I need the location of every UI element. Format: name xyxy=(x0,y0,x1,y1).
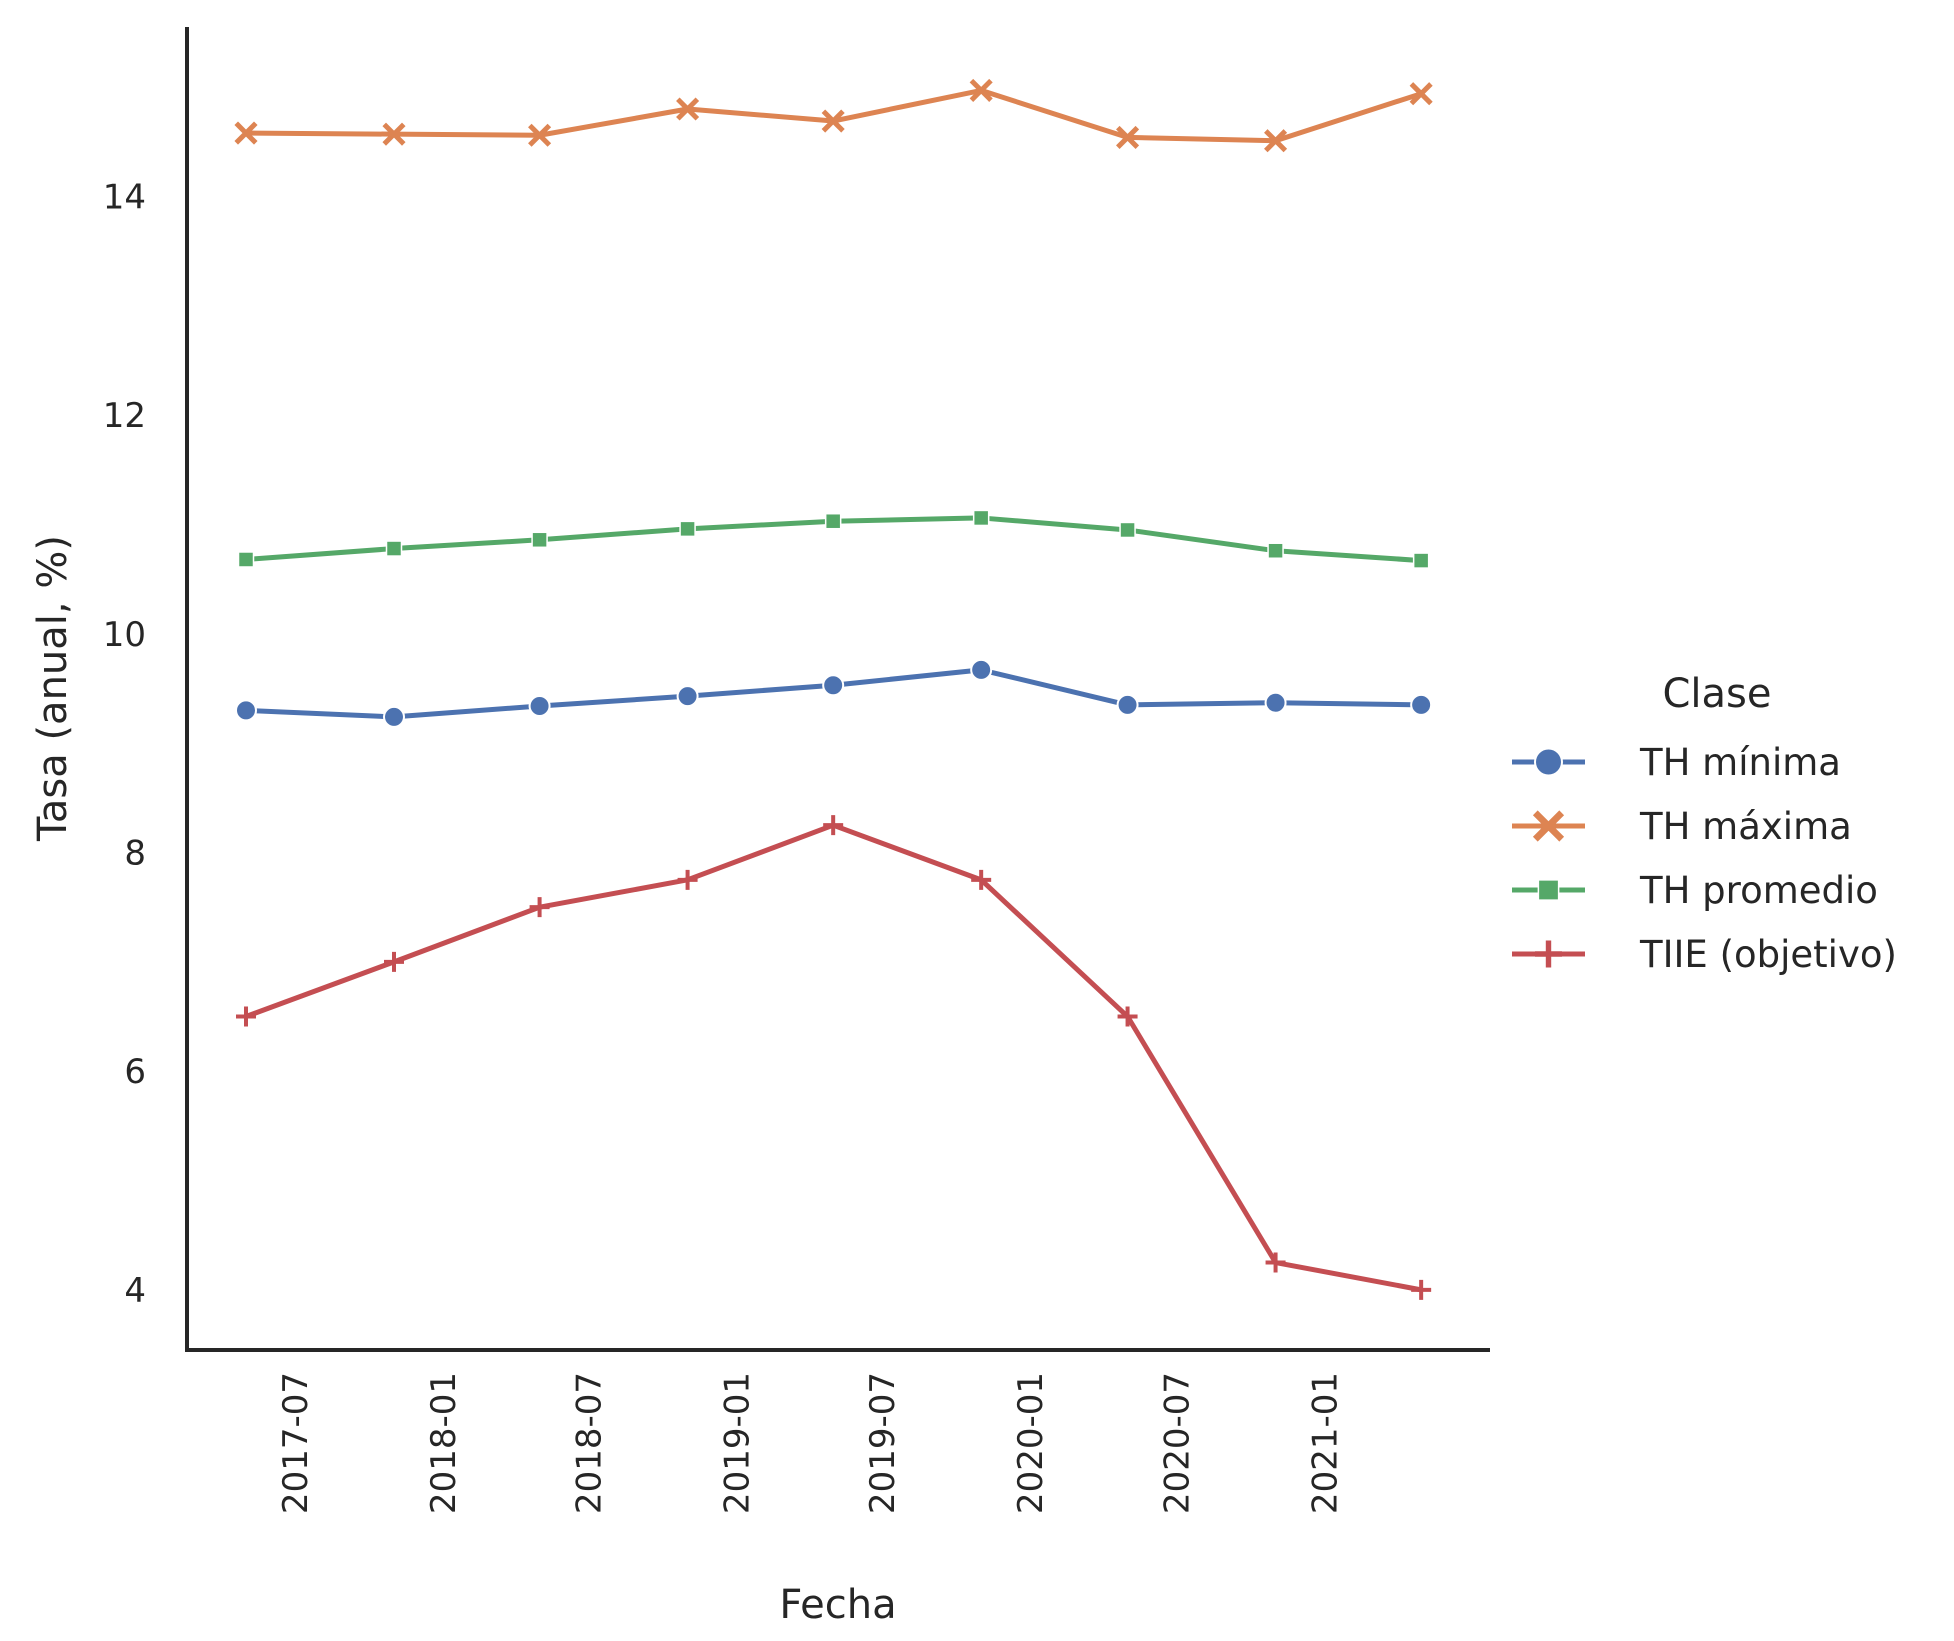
data-point xyxy=(676,685,699,708)
x-tick-label: 2019-01 xyxy=(718,1372,758,1514)
y-axis-label: Tasa (anual, %) xyxy=(30,535,76,842)
legend-entry: TH promedio xyxy=(1512,869,1878,912)
legend-label: TH mínima xyxy=(1639,741,1841,784)
y-tick-label: 4 xyxy=(124,1271,146,1311)
legend-marker xyxy=(1532,810,1565,842)
series-layer xyxy=(234,78,1433,1300)
x-tick-label: 2017-07 xyxy=(276,1372,316,1514)
data-point xyxy=(236,1006,256,1027)
data-point xyxy=(1411,1279,1432,1300)
x-tick-label: 2020-01 xyxy=(1011,1372,1051,1514)
data-point xyxy=(382,122,406,146)
data-point xyxy=(822,674,845,697)
y-axis-ticks: 4 6 8 10 12 14 xyxy=(103,177,146,1310)
legend-marker xyxy=(1535,940,1562,968)
data-point xyxy=(383,705,405,728)
legend-entry: TH mínima xyxy=(1512,741,1841,784)
series-3 xyxy=(237,509,1430,569)
data-point xyxy=(972,509,990,527)
legend: Clase TH mínima TH máxima TH promedio TIIE … xyxy=(1512,671,1897,976)
data-point xyxy=(1537,879,1560,901)
y-tick-label: 14 xyxy=(103,177,146,217)
legend-entry: TH máxima xyxy=(1512,805,1852,848)
legend-marker xyxy=(1537,879,1560,901)
data-point xyxy=(971,869,992,890)
legend-label: TH máxima xyxy=(1639,805,1852,848)
data-point xyxy=(1412,552,1430,569)
data-point xyxy=(235,699,257,722)
data-point xyxy=(1117,1006,1138,1027)
data-point xyxy=(1267,542,1284,559)
legend-title: Clase xyxy=(1662,671,1771,717)
legend-label: TIIE (objetivo) xyxy=(1639,933,1897,976)
legend-label: TH promedio xyxy=(1639,869,1878,912)
x-tick-label: 2018-07 xyxy=(570,1372,610,1514)
data-point xyxy=(234,121,258,145)
data-point xyxy=(1410,693,1433,716)
data-point xyxy=(679,520,696,538)
data-point xyxy=(528,694,551,717)
data-point xyxy=(676,97,700,121)
y-tick-label: 6 xyxy=(124,1052,146,1092)
series-line xyxy=(243,87,1424,144)
data-point xyxy=(970,658,993,681)
data-point xyxy=(824,512,842,530)
data-point xyxy=(1532,810,1565,842)
y-tick-label: 10 xyxy=(103,615,146,655)
data-point xyxy=(969,78,993,102)
data-point xyxy=(1265,1252,1286,1273)
plot-area xyxy=(234,78,1433,1300)
series-2 xyxy=(234,78,1433,153)
x-axis-ticks: 2017-07 2018-01 2018-07 2019-01 2019-07 2020-… xyxy=(276,1372,1346,1514)
data-point xyxy=(528,123,552,147)
data-point xyxy=(529,897,550,918)
x-tick-label: 2020-07 xyxy=(1158,1372,1198,1514)
data-point xyxy=(384,951,404,972)
series-1 xyxy=(235,658,1433,728)
data-point xyxy=(1264,691,1287,714)
data-point xyxy=(1409,82,1433,106)
legend-entry: TIIE (objetivo) xyxy=(1512,933,1897,976)
data-point xyxy=(531,531,548,549)
data-point xyxy=(1534,747,1563,777)
series-line xyxy=(243,822,1424,1293)
data-point xyxy=(1116,693,1139,716)
data-point xyxy=(237,551,255,568)
x-axis-label: Fecha xyxy=(779,1582,896,1628)
x-tick-label: 2019-07 xyxy=(863,1372,903,1514)
series-4 xyxy=(236,815,1432,1300)
y-tick-label: 8 xyxy=(124,834,146,874)
data-point xyxy=(1535,940,1562,968)
data-point xyxy=(677,869,698,890)
data-point xyxy=(1264,129,1288,153)
data-point xyxy=(385,540,403,557)
data-point xyxy=(1119,521,1136,539)
data-point xyxy=(823,815,844,836)
x-tick-label: 2021-01 xyxy=(1306,1372,1346,1514)
data-point xyxy=(1116,125,1140,149)
data-point xyxy=(821,109,845,133)
x-tick-label: 2018-01 xyxy=(424,1372,464,1514)
y-tick-label: 12 xyxy=(103,396,146,436)
legend-marker xyxy=(1534,747,1563,777)
